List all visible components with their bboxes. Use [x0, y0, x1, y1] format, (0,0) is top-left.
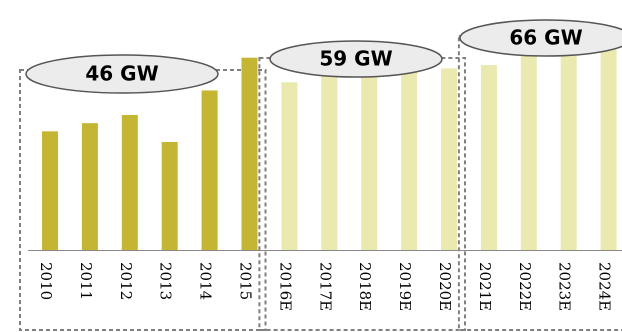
x-tick-2012: 2012 [117, 262, 135, 300]
x-tick-2014: 2014 [197, 262, 215, 300]
group-label-ellipse-2 [459, 19, 622, 57]
bar-2017E [321, 74, 338, 250]
x-tick-2021E: 2021E [476, 262, 494, 311]
bar-2013 [161, 142, 178, 250]
x-tick-2015: 2015 [237, 262, 255, 300]
bar-2021E [480, 65, 497, 250]
x-tick-2022E: 2022E [516, 262, 534, 311]
group-label-0: 46 GW [85, 62, 158, 86]
x-tick-labels: 2010 2011 2012 2013 2014 2015 2016E 2017E 2018E 2… [37, 262, 614, 311]
x-tick-2018E: 2018E [356, 262, 374, 311]
bar-2018E [361, 59, 378, 251]
x-tick-2020E: 2020E [436, 262, 454, 311]
bar-2024E [600, 30, 617, 251]
x-tick-2016E: 2016E [276, 262, 294, 311]
bar-2012 [121, 115, 138, 250]
bar-2014 [201, 90, 218, 250]
x-tick-2024E: 2024E [596, 262, 614, 311]
bar-2020E [441, 68, 457, 250]
bar-2011 [81, 123, 98, 250]
bar-2019E [401, 70, 418, 250]
x-tick-2017E: 2017E [316, 262, 334, 311]
x-tick-2023E: 2023E [556, 262, 574, 311]
bar-2010 [42, 131, 58, 250]
x-tick-2010: 2010 [37, 262, 55, 300]
x-tick-2019E: 2019E [396, 262, 414, 311]
group-label-ellipse-1 [269, 40, 443, 78]
bar-2022E [520, 52, 537, 250]
group-labels: 46 GW 59 GW 66 GW [25, 19, 622, 94]
bar-2023E [560, 38, 577, 250]
bar-2016E [281, 82, 298, 250]
group-label-2: 66 GW [509, 26, 582, 50]
bar-2015 [241, 57, 258, 251]
group-label-1: 59 GW [319, 47, 392, 71]
group-label-ellipse-0 [25, 54, 219, 94]
x-tick-2013: 2013 [157, 262, 175, 300]
group-box-1 [258, 57, 466, 331]
bars [42, 30, 617, 251]
x-tick-2011: 2011 [77, 262, 95, 300]
